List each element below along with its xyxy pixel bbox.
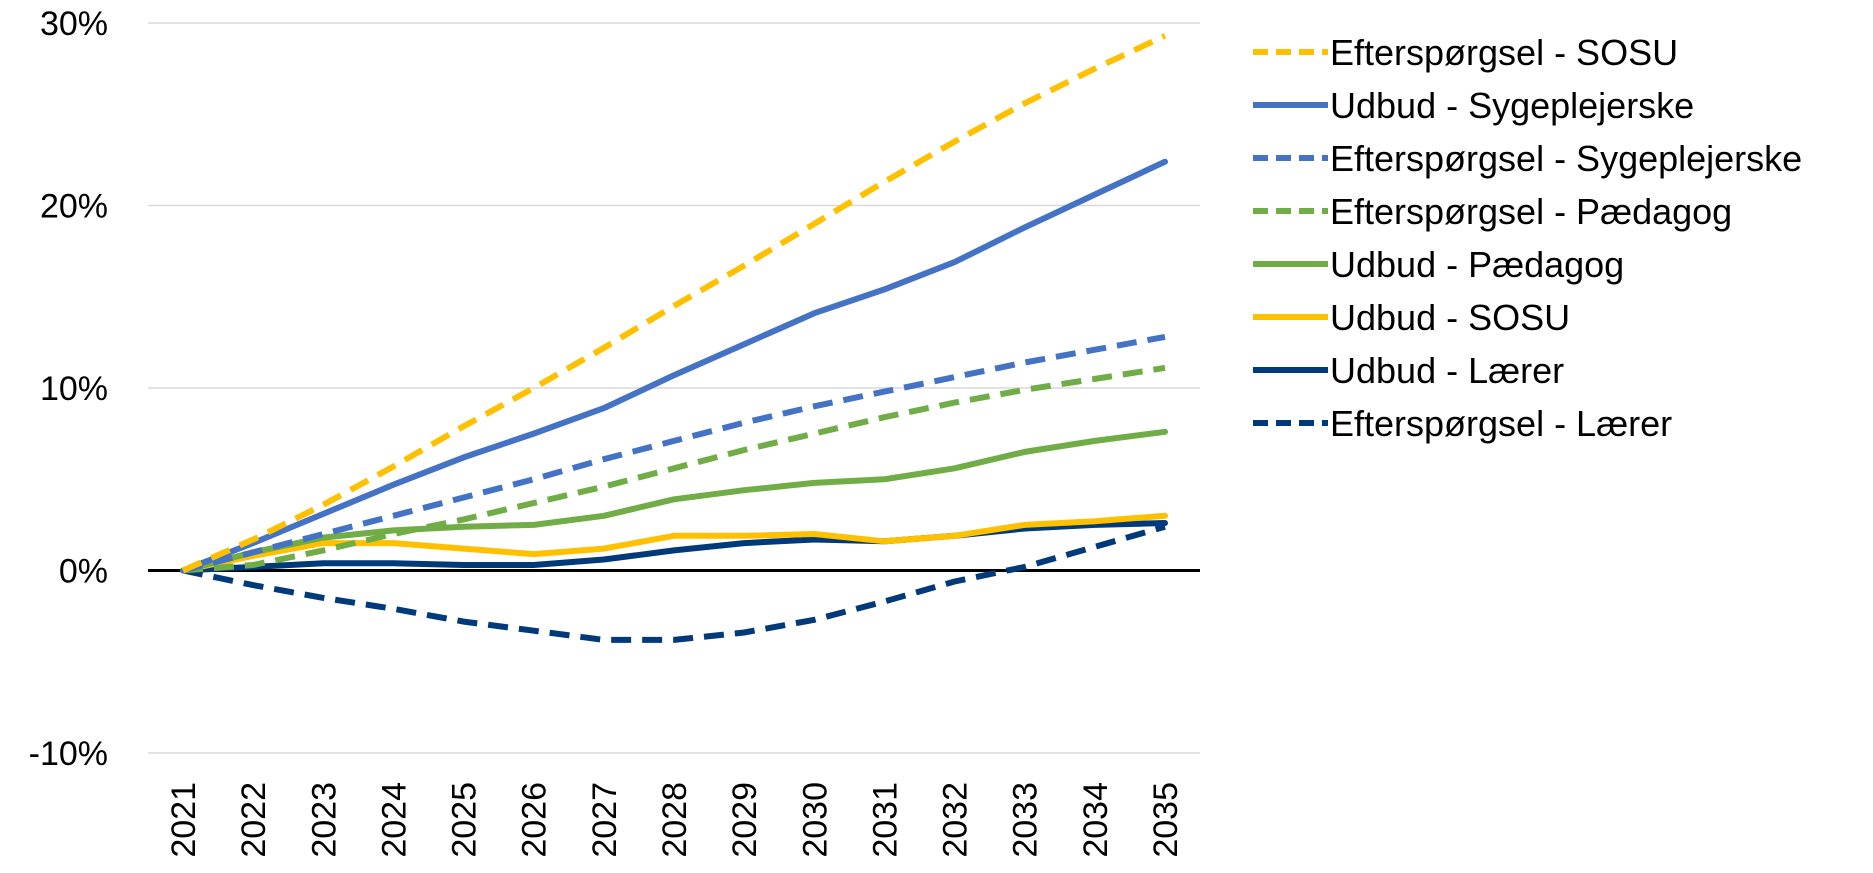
x-tick-label: 2027 bbox=[586, 782, 624, 858]
x-tick-label: 2032 bbox=[937, 782, 975, 858]
x-tick-label: 2030 bbox=[796, 782, 834, 858]
y-tick-label: 0% bbox=[59, 553, 108, 591]
x-tick-label: 2025 bbox=[446, 782, 484, 858]
x-tick-label: 2033 bbox=[1007, 782, 1045, 858]
series-line bbox=[182, 523, 1166, 643]
legend-label: Udbud - Sygeplejerske bbox=[1330, 85, 1694, 126]
legend-label: Udbud - Pædagog bbox=[1330, 244, 1624, 285]
legend: Efterspørgsel - SOSU Udbud - Sygeplejersk… bbox=[1253, 32, 1802, 444]
y-tick-label: 20% bbox=[40, 188, 108, 226]
x-tick-label: 2023 bbox=[305, 782, 343, 858]
legend-label: Efterspørgsel - Pædagog bbox=[1330, 191, 1732, 232]
x-tick-label: 2022 bbox=[235, 782, 273, 858]
series-line bbox=[180, 158, 1168, 574]
x-axis-tick-labels: 2021 2022 2023 2024 2025 2026 2027 2028 2029 2030… bbox=[165, 782, 1185, 858]
x-tick-label: 2034 bbox=[1077, 782, 1115, 858]
x-tick-label: 2021 bbox=[165, 782, 203, 858]
y-axis-tick-labels: -10% 0% 10% 20% 30% bbox=[29, 5, 108, 773]
x-tick-label: 2026 bbox=[516, 782, 554, 858]
series-line bbox=[180, 428, 1168, 574]
y-tick-label: -10% bbox=[29, 735, 108, 773]
y-tick-label: 30% bbox=[40, 5, 108, 43]
x-tick-label: 2024 bbox=[375, 782, 413, 858]
series-line bbox=[180, 520, 1168, 574]
y-tick-label: 10% bbox=[40, 370, 108, 408]
series-line bbox=[182, 333, 1166, 574]
legend-label: Efterspørgsel - Lærer bbox=[1330, 403, 1672, 444]
x-tick-label: 2028 bbox=[656, 782, 694, 858]
series-line bbox=[181, 33, 1167, 574]
legend-label: Efterspørgsel - SOSU bbox=[1330, 32, 1678, 73]
series-line bbox=[182, 364, 1166, 574]
x-tick-label: 2031 bbox=[866, 782, 904, 858]
x-tick-label: 2035 bbox=[1147, 782, 1185, 858]
legend-label: Udbud - SOSU bbox=[1330, 297, 1570, 338]
legend-label: Efterspørgsel - Sygeplejerske bbox=[1330, 138, 1802, 179]
legend-label: Udbud - Lærer bbox=[1330, 350, 1564, 391]
gridlines bbox=[148, 22, 1200, 754]
x-tick-label: 2029 bbox=[726, 782, 764, 858]
series-lines bbox=[180, 33, 1168, 643]
